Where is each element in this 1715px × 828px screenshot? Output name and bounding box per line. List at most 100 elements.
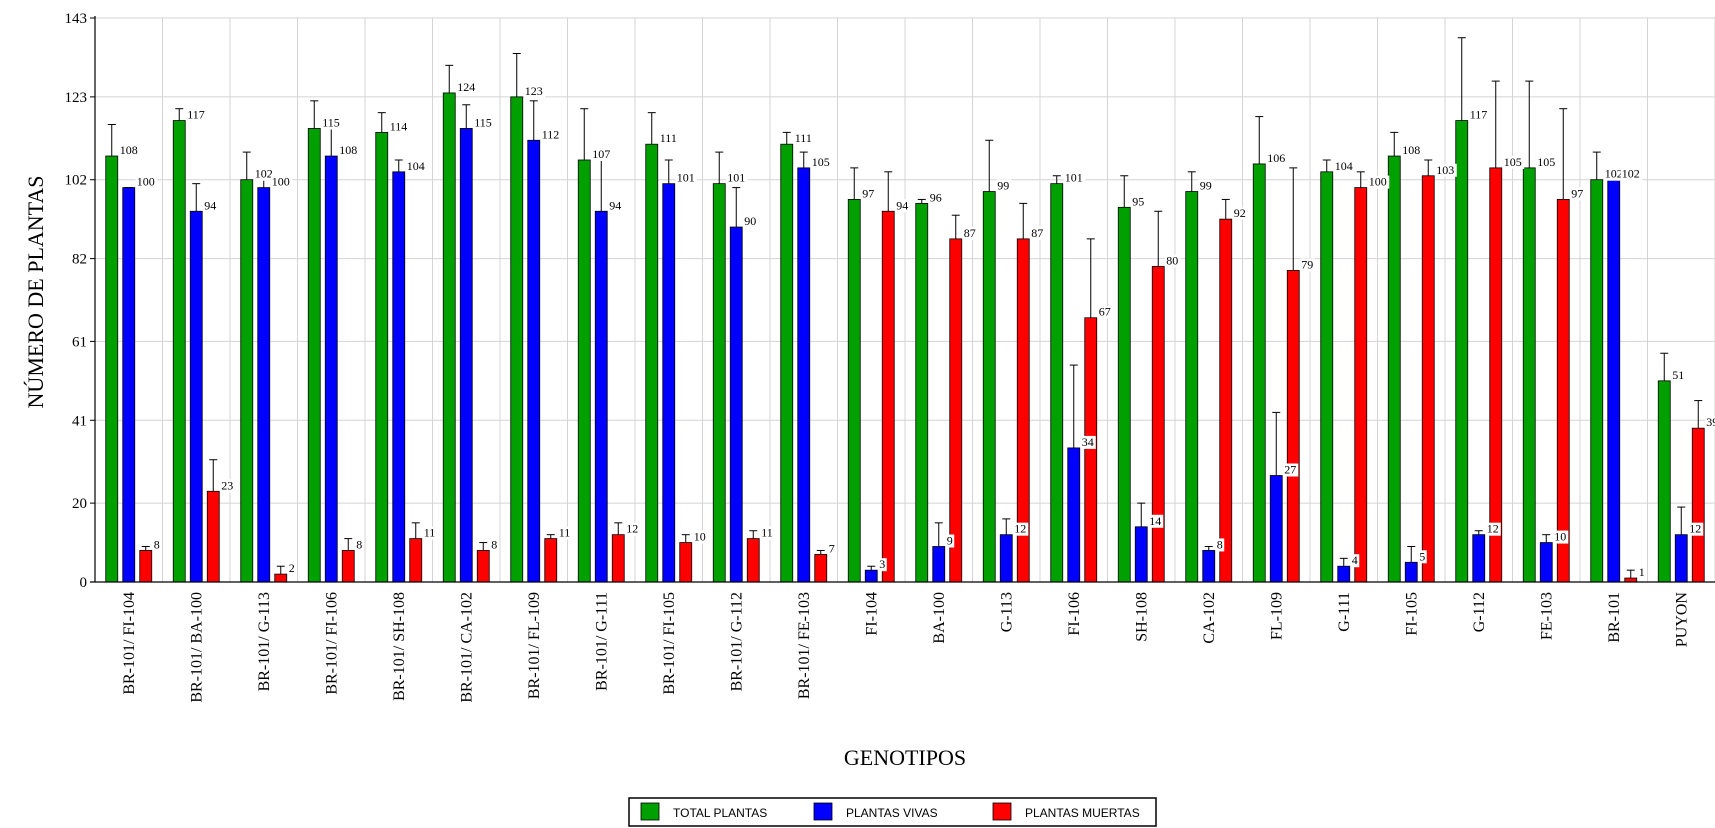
bar <box>814 553 828 583</box>
data-label: 100 <box>137 175 155 189</box>
data-label: 102 <box>1605 167 1623 181</box>
data-label-bg <box>1553 530 1569 544</box>
data-label-bg <box>945 534 955 548</box>
bar <box>1151 266 1165 583</box>
bar <box>1674 534 1688 583</box>
x-tick-label: G-112 <box>1471 592 1488 632</box>
data-label-bg <box>1418 550 1427 564</box>
bar <box>206 490 220 583</box>
data-label: 12 <box>1014 522 1026 536</box>
data-label: 3 <box>879 557 885 571</box>
data-label-bg <box>962 226 978 240</box>
data-label: 79 <box>1301 257 1313 271</box>
bar <box>392 171 406 583</box>
data-label: 124 <box>457 80 475 94</box>
bar <box>1286 270 1300 583</box>
data-label: 102 <box>1622 167 1640 181</box>
data-label: 67 <box>1099 305 1111 319</box>
bar <box>1269 475 1283 583</box>
x-tick-label: BR-101/ FI-104 <box>121 592 138 695</box>
bar <box>679 542 693 583</box>
data-label-bg <box>878 558 887 572</box>
data-label-bg <box>591 147 613 161</box>
bar <box>1252 163 1266 583</box>
bar <box>1556 199 1570 583</box>
x-tick-label: FL-109 <box>1268 592 1285 640</box>
data-label: 105 <box>1537 155 1555 169</box>
legend-frame <box>628 797 1157 827</box>
data-label: 8 <box>154 537 160 551</box>
data-label: 105 <box>1504 155 1522 169</box>
data-label-bg <box>743 215 759 229</box>
data-label-bg <box>523 84 546 98</box>
data-label-bg <box>422 526 438 540</box>
bar <box>864 569 878 583</box>
bar <box>459 128 473 583</box>
bar <box>510 96 524 583</box>
data-label: 99 <box>997 179 1009 193</box>
y-tick-label: 102 <box>65 173 88 189</box>
data-label-bg <box>1367 175 1390 189</box>
data-label-bg <box>203 199 219 213</box>
data-label-bg <box>658 132 681 146</box>
data-label-bg <box>726 171 748 185</box>
data-label: 8 <box>491 537 497 551</box>
bar <box>189 210 203 583</box>
data-label-bg <box>1165 254 1181 268</box>
bar <box>1219 218 1233 583</box>
data-label: 94 <box>609 198 621 212</box>
data-label-bg <box>1232 207 1248 221</box>
y-tick-label: 20 <box>72 496 87 512</box>
x-tick-label: BR-101 <box>1606 592 1623 643</box>
x-tick-label: CA-102 <box>1201 592 1218 644</box>
data-label: 108 <box>339 143 357 157</box>
data-label-bg <box>186 108 208 122</box>
x-axis-title: GENOTIPOS <box>844 745 966 770</box>
data-label: 4 <box>1352 553 1358 567</box>
bar <box>1472 534 1486 583</box>
bar <box>1117 206 1131 583</box>
legend-swatch <box>992 802 1012 821</box>
data-label: 101 <box>677 171 695 185</box>
x-tick-label: BR-101/ FI-105 <box>661 592 678 695</box>
bar <box>1590 179 1604 583</box>
data-label: 100 <box>272 175 290 189</box>
bar <box>982 191 996 583</box>
data-label-bg <box>996 179 1012 193</box>
data-label-bg <box>675 171 698 185</box>
x-tick-label: G-113 <box>998 592 1015 632</box>
data-label-bg <box>1502 155 1525 169</box>
legend-label: TOTAL PLANTAS <box>673 806 767 820</box>
x-tick-labels: BR-101/ FI-104 BR-101/ BA-100 BR-101/ G-11… <box>121 592 1691 703</box>
data-label: 97 <box>1571 186 1583 200</box>
data-label-bg <box>1131 195 1147 209</box>
data-label: 90 <box>744 214 756 228</box>
data-label-bg <box>1536 155 1558 169</box>
bar <box>122 187 136 583</box>
data-label-bg <box>338 144 360 158</box>
data-label: 10 <box>1554 530 1566 544</box>
data-label-bg <box>287 562 297 576</box>
bar <box>1539 542 1553 583</box>
bar <box>594 210 608 583</box>
bar <box>746 538 760 583</box>
x-tick-label: FI-104 <box>863 592 880 636</box>
data-label-bg <box>1080 435 1096 449</box>
bar <box>257 187 271 583</box>
data-label-bg <box>1705 416 1715 430</box>
data-label: 100 <box>1369 175 1387 189</box>
data-label-bg <box>1215 538 1225 552</box>
legend-label: PLANTAS VIVAS <box>846 806 938 820</box>
bar <box>1084 317 1098 583</box>
data-label: 96 <box>930 190 942 204</box>
data-label: 10 <box>694 530 706 544</box>
bar <box>915 202 929 583</box>
bar <box>1185 191 1199 583</box>
bar <box>577 159 591 583</box>
error-bars <box>107 37 1703 579</box>
x-tick-label: BR-101/ G-111 <box>593 592 610 691</box>
bar <box>797 167 811 583</box>
data-label: 108 <box>120 143 138 157</box>
data-label: 94 <box>896 198 908 212</box>
